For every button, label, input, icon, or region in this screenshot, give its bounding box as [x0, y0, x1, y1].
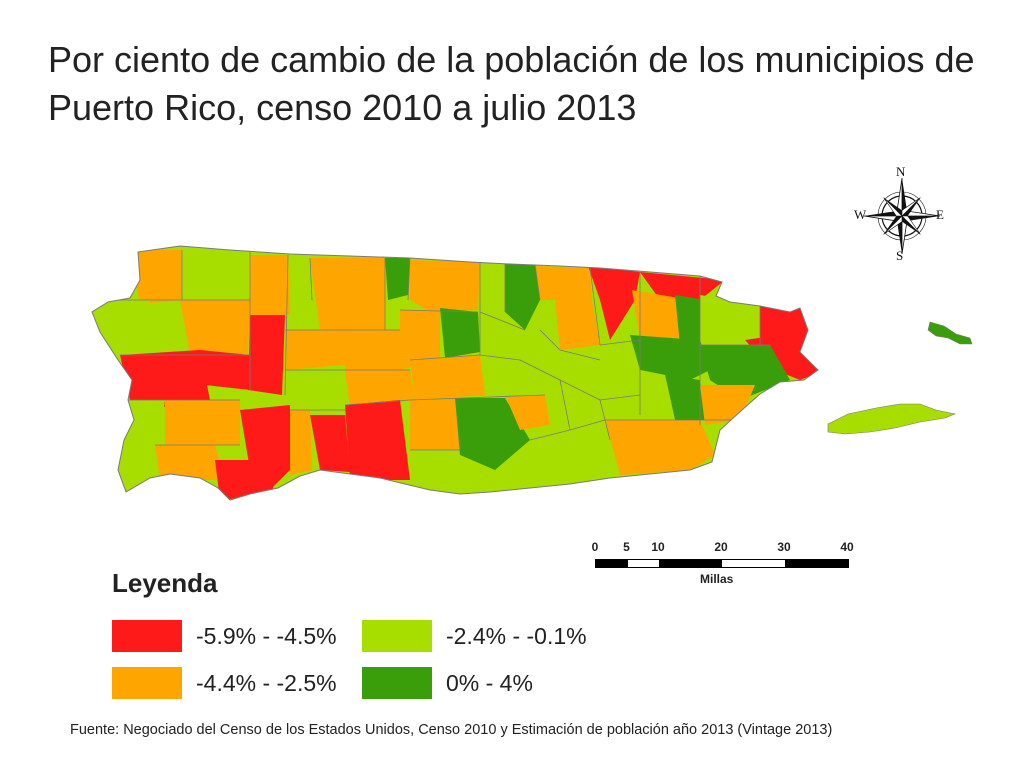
- legend-title: Leyenda: [112, 568, 218, 598]
- scale-tick-label: 40: [840, 540, 854, 554]
- municipio-region: [555, 300, 600, 350]
- municipio-region: [600, 340, 640, 375]
- compass-east-label: E: [936, 207, 944, 222]
- legend-label: -2.4% - -0.1%: [446, 622, 587, 649]
- municipio-region: [165, 400, 240, 445]
- scale-tick-label: 20: [714, 540, 728, 554]
- legend-item: 0% - 4%: [362, 667, 533, 699]
- municipio-region: [288, 255, 312, 300]
- municipio-region: [400, 310, 440, 370]
- legend-swatch: [112, 667, 182, 699]
- legend-item: -2.4% - -0.1%: [362, 620, 587, 652]
- municipio-region: [745, 330, 818, 380]
- municipio-region: [675, 295, 705, 345]
- legend-swatch: [362, 667, 432, 699]
- municipio-region: [640, 272, 725, 300]
- island-outline: [91, 245, 819, 501]
- legend-swatch: [112, 620, 182, 652]
- municipio-region: [410, 260, 480, 312]
- municipio-region: [215, 460, 275, 500]
- municipio-region: [180, 300, 250, 355]
- municipio-region: [345, 400, 410, 480]
- municipio-region: [155, 445, 225, 480]
- municipio-region: [248, 315, 285, 395]
- legend-item: -5.9% - -4.5%: [112, 620, 337, 652]
- municipio-region: [115, 400, 165, 445]
- municipio-region: [480, 262, 505, 312]
- municipio-region: [130, 250, 182, 304]
- municipio-region: [505, 395, 550, 430]
- municipio-region: [640, 370, 675, 420]
- scale-segment: [722, 560, 785, 567]
- scale-segment: [659, 560, 722, 567]
- scale-bar: 0 5 10 20 30 40 Millas: [590, 540, 860, 590]
- scale-unit-label: Millas: [700, 572, 734, 586]
- scale-segment: [785, 560, 848, 567]
- municipio-region: [385, 258, 410, 300]
- municipio-region: [250, 255, 290, 315]
- municipio-region: [535, 266, 592, 300]
- municipio-region: [120, 350, 210, 410]
- municipio-region: [665, 375, 705, 420]
- legend-label: 0% - 4%: [446, 669, 533, 696]
- legend-item: -4.4% - -2.5%: [112, 667, 337, 699]
- municipio-boundaries: [92, 250, 770, 451]
- municipio-region: [455, 398, 530, 470]
- scale-bar-graphic: [595, 559, 849, 568]
- municipio-region: [588, 266, 640, 340]
- municipio-region: [630, 335, 710, 380]
- municipio-region: [700, 295, 760, 345]
- compass-west-label: W: [854, 207, 867, 222]
- municipio-region: [505, 264, 540, 330]
- compass-rose: N S E W: [850, 164, 946, 263]
- legend-label: -4.4% - -2.5%: [196, 669, 337, 696]
- municipio-region: [310, 258, 385, 330]
- municipio-region: [345, 370, 415, 410]
- municipio-region: [182, 250, 250, 300]
- municipio-region: [290, 410, 312, 475]
- source-note: Fuente: Negociado del Censo de los Estad…: [70, 722, 833, 738]
- main-island: [92, 246, 818, 500]
- legend-label: -5.9% - -4.5%: [196, 622, 337, 649]
- scale-segment: [627, 560, 659, 567]
- vieques-island: [827, 403, 957, 435]
- municipio-region: [340, 330, 400, 370]
- compass-north-label: N: [896, 164, 906, 179]
- scale-segment: [596, 560, 628, 567]
- culebra-island: [927, 321, 973, 345]
- municipio-region: [285, 365, 350, 412]
- compass-south-label: S: [896, 248, 904, 263]
- scale-tick-label: 30: [777, 540, 791, 554]
- municipio-region: [632, 290, 690, 340]
- municipio-region: [310, 415, 350, 472]
- scale-tick-label: 10: [651, 540, 665, 554]
- municipio-region: [605, 420, 715, 475]
- municipio-region: [410, 398, 460, 450]
- scale-tick-label: 5: [623, 540, 630, 554]
- municipio-region: [285, 330, 345, 370]
- municipio-region: [480, 312, 525, 360]
- page-title: Por ciento de cambio de la población de …: [48, 39, 975, 128]
- municipio-region: [200, 350, 250, 390]
- scale-tick-label: 0: [591, 540, 599, 554]
- compass-star-icon: [863, 177, 941, 255]
- legend-swatch: [362, 620, 432, 652]
- municipio-region: [440, 308, 480, 358]
- municipio-region: [410, 355, 485, 400]
- municipio-region: [760, 300, 812, 340]
